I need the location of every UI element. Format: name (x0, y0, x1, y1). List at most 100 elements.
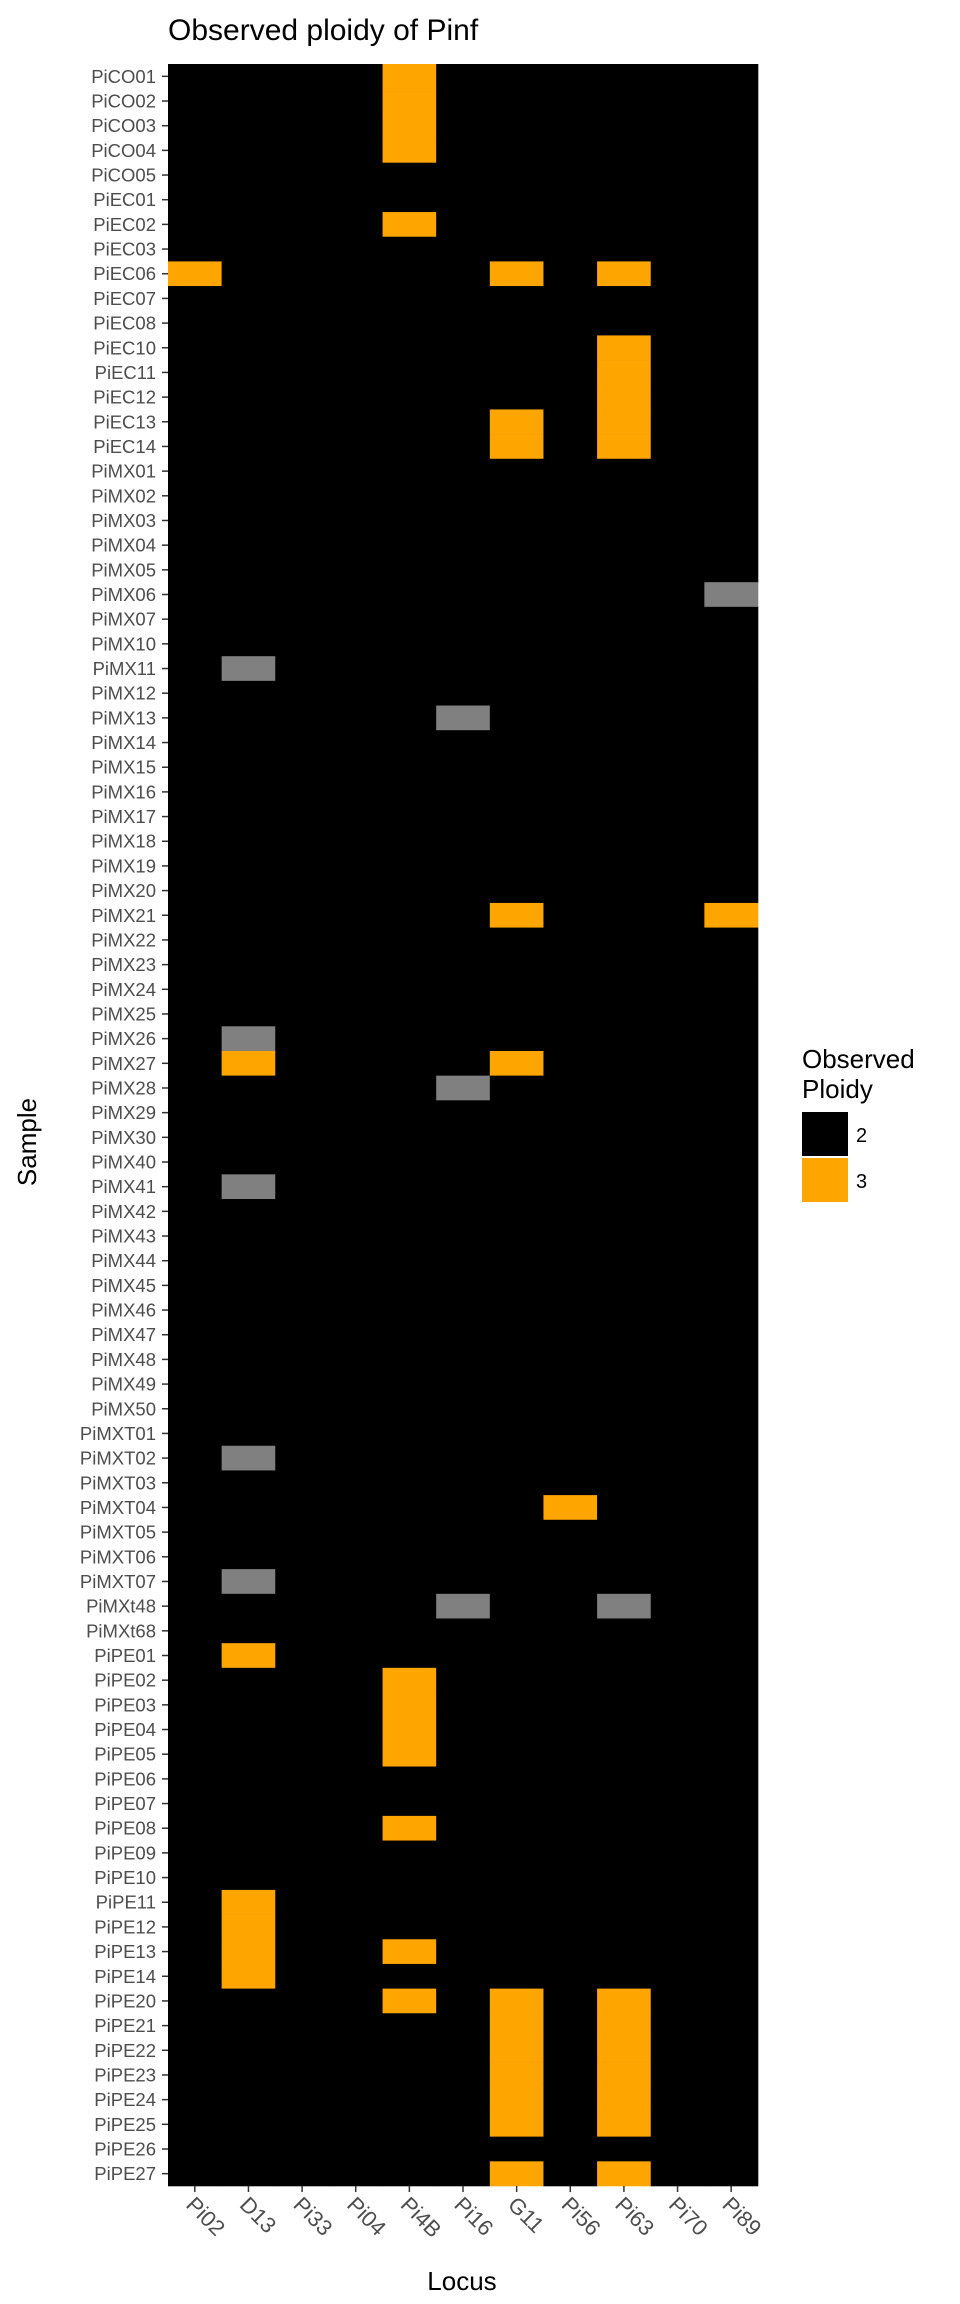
y-tick-label-PiCO02: PiCO02 (91, 91, 156, 112)
cell-ploidy-2-PiEC10-Pi16 (436, 335, 491, 361)
cell-ploidy-2-PiMXT02-Pi63 (597, 1445, 652, 1471)
cell-ploidy-2-PiMX44-D13 (221, 1248, 276, 1274)
cell-ploidy-2-PiMX19-Pi16 (436, 853, 491, 879)
cell-ploidy-2-PiMX18-Pi33 (275, 828, 330, 854)
cell-ploidy-2-PiMXt48-Pi56 (543, 1593, 598, 1619)
cell-ploidy-2-PiMX01-Pi02 (168, 458, 222, 484)
cell-ploidy-2-PiMX49-Pi89 (704, 1371, 759, 1397)
cell-ploidy-2-PiMXt48-Pi04 (328, 1593, 383, 1619)
cell-ploidy-2-PiMXT01-G11 (489, 1421, 544, 1447)
cell-ploidy-2-PiCO05-Pi02 (168, 162, 222, 188)
cell-ploidy-2-PiEC06-Pi4B (382, 261, 437, 287)
cell-ploidy-2-PiMX14-Pi89 (704, 730, 759, 756)
cell-ploidy-2-PiEC11-Pi70 (650, 360, 705, 386)
cell-ploidy-2-PiPE23-D13 (221, 2062, 276, 2088)
cell-ploidy-2-PiMX11-Pi33 (275, 656, 330, 682)
cell-ploidy-2-PiMX02-Pi04 (328, 483, 383, 509)
cell-ploidy-2-PiMX16-Pi02 (168, 779, 222, 805)
cell-ploidy-2-PiMX41-Pi04 (328, 1174, 383, 1200)
cell-ploidy-3-PiCO03-Pi4B (382, 113, 437, 139)
x-tick-label-D13: D13 (235, 2192, 281, 2238)
y-tick-label-PiPE12: PiPE12 (94, 1916, 156, 1937)
cell-ploidy-2-PiMX48-Pi33 (275, 1347, 330, 1373)
cell-ploidy-2-PiMX43-Pi70 (650, 1223, 705, 1249)
cell-ploidy-2-PiEC06-Pi04 (328, 261, 383, 287)
cell-ploidy-2-PiMX42-Pi63 (597, 1199, 652, 1224)
cell-ploidy-2-PiEC07-Pi63 (597, 286, 652, 312)
cell-ploidy-2-PiPE01-Pi16 (436, 1643, 491, 1669)
cell-ploidy-2-PiMXT02-Pi33 (275, 1445, 330, 1471)
cell-ploidy-2-PiPE24-Pi89 (704, 2087, 759, 2113)
cell-ploidy-2-PiCO01-Pi63 (597, 64, 652, 89)
cell-ploidy-2-PiMXT03-Pi70 (650, 1470, 705, 1496)
cell-ploidy-2-PiPE20-Pi04 (328, 1988, 383, 2014)
cell-ploidy-2-PiPE10-Pi63 (597, 1865, 652, 1891)
cell-ploidy-2-PiMXt48-Pi70 (650, 1593, 705, 1619)
cell-ploidy-2-PiMX03-Pi56 (543, 508, 598, 534)
cell-ploidy-2-PiMXT06-Pi16 (436, 1544, 491, 1570)
cell-ploidy-2-PiMX14-Pi33 (275, 730, 330, 756)
y-tick-label-PiCO03: PiCO03 (91, 115, 156, 136)
cell-ploidy-2-PiMX44-Pi33 (275, 1248, 330, 1274)
cell-ploidy-2-PiMX49-Pi16 (436, 1371, 491, 1397)
cell-ploidy-2-PiMXT07-Pi04 (328, 1569, 383, 1595)
cell-ploidy-2-PiMX23-D13 (221, 952, 276, 978)
cell-ploidy-2-PiMXt68-Pi16 (436, 1618, 491, 1644)
cell-ploidy-2-PiMXt68-Pi33 (275, 1618, 330, 1644)
cell-ploidy-2-PiMX30-Pi33 (275, 1125, 330, 1150)
cell-ploidy-2-PiMXT07-Pi56 (543, 1569, 598, 1595)
cell-ploidy-2-PiMX48-Pi16 (436, 1347, 491, 1373)
cell-ploidy-2-PiMXT02-Pi02 (168, 1445, 222, 1471)
cell-ploidy-2-PiEC03-Pi89 (704, 236, 759, 262)
cell-ploidy-2-PiMX12-Pi04 (328, 680, 383, 706)
cell-ploidy-2-PiEC08-Pi70 (650, 310, 705, 336)
cell-ploidy-2-PiPE03-Pi56 (543, 1692, 598, 1718)
cell-ploidy-2-PiPE10-Pi33 (275, 1865, 330, 1891)
cell-ploidy-2-PiEC08-Pi63 (597, 310, 652, 336)
cell-ploidy-2-PiMX10-Pi04 (328, 631, 383, 657)
cell-ploidy-2-PiPE20-Pi02 (168, 1988, 222, 2014)
cell-ploidy-3-PiPE01-D13 (221, 1643, 276, 1669)
cell-ploidy-2-PiMX44-Pi04 (328, 1248, 383, 1274)
cell-ploidy-2-PiMX02-Pi16 (436, 483, 491, 509)
cell-ploidy-2-PiPE07-Pi16 (436, 1791, 491, 1817)
cell-ploidy-2-PiEC07-Pi56 (543, 286, 598, 312)
y-tick-label-PiPE11: PiPE11 (96, 1892, 156, 1913)
cell-ploidy-2-PiMX14-Pi16 (436, 730, 491, 756)
cell-ploidy-2-PiPE12-Pi63 (597, 1914, 652, 1940)
cell-ploidy-2-PiMX30-Pi56 (543, 1125, 598, 1150)
cell-ploidy-2-PiMX43-G11 (489, 1223, 544, 1249)
cell-ploidy-2-PiMX04-Pi16 (436, 532, 491, 558)
cell-ploidy-2-PiEC07-Pi70 (650, 286, 705, 312)
y-tick-label-PiMX06: PiMX06 (91, 584, 156, 605)
cell-ploidy-2-PiMXT06-Pi33 (275, 1544, 330, 1570)
cell-ploidy-2-PiPE04-Pi33 (275, 1717, 330, 1743)
cell-ploidy-2-PiMX29-Pi70 (650, 1100, 705, 1126)
y-tick-label-PiMX21: PiMX21 (91, 905, 156, 926)
cell-ploidy-2-PiPE02-G11 (489, 1667, 544, 1693)
cell-ploidy-2-PiMX06-Pi56 (543, 582, 598, 608)
cell-ploidy-2-PiMX29-Pi33 (275, 1100, 330, 1126)
cell-ploidy-2-PiEC01-Pi33 (275, 187, 330, 213)
cell-ploidy-2-PiMX45-Pi56 (543, 1273, 598, 1299)
cell-ploidy-2-PiEC03-G11 (489, 236, 544, 262)
cell-ploidy-2-PiMX29-Pi04 (328, 1100, 383, 1126)
cell-ploidy-2-PiMX41-Pi4B (382, 1174, 437, 1200)
cell-ploidy-2-PiMX44-Pi16 (436, 1248, 491, 1274)
cell-ploidy-2-PiMX42-Pi02 (168, 1199, 222, 1224)
cell-ploidy-2-PiMXT02-Pi4B (382, 1445, 437, 1471)
chart-title: Observed ploidy of Pinf (168, 14, 479, 47)
cell-ploidy-2-PiPE10-Pi70 (650, 1865, 705, 1891)
cell-ploidy-2-PiPE11-Pi70 (650, 1889, 705, 1915)
cell-ploidy-2-PiMXT02-Pi16 (436, 1445, 491, 1471)
cell-ploidy-2-PiPE22-Pi70 (650, 2037, 705, 2063)
cell-ploidy-2-PiPE04-Pi04 (328, 1717, 383, 1743)
cell-ploidy-2-PiPE11-Pi04 (328, 1889, 383, 1915)
cell-ploidy-2-PiPE10-D13 (221, 1865, 276, 1891)
cell-ploidy-2-PiMX20-Pi63 (597, 878, 652, 904)
cell-ploidy-2-PiMXt68-Pi04 (328, 1618, 383, 1644)
cell-ploidy-2-PiCO01-D13 (221, 64, 276, 89)
cell-ploidy-2-PiMX15-D13 (221, 754, 276, 780)
cell-ploidy-2-PiPE02-Pi89 (704, 1667, 759, 1693)
cell-ploidy-2-PiMX29-Pi89 (704, 1100, 759, 1126)
